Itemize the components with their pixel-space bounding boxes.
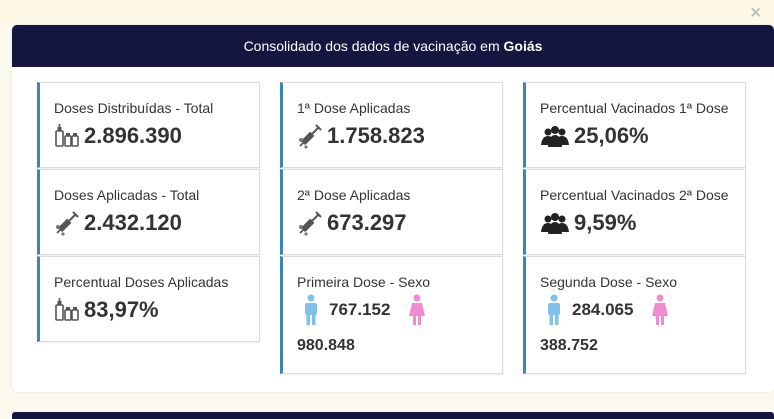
card-percentual-vacinados-2: Percentual Vacinados 2ª Dose 9,59% xyxy=(523,169,746,255)
panel-header-title: Consolidado dos dados de vacinação em xyxy=(243,38,500,54)
syringe-icon xyxy=(299,211,322,236)
card-value: 2.432.120 xyxy=(84,210,182,235)
close-icon[interactable]: × xyxy=(749,3,762,21)
card-title: Primeira Dose - Sexo xyxy=(297,274,431,290)
card-value: 25,06% xyxy=(574,123,649,148)
panel-header: Consolidado dos dados de vacinação em Go… xyxy=(12,25,774,67)
card-value: 1.758.823 xyxy=(327,123,425,148)
vaccination-summary-panel: Consolidado dos dados de vacinação em Go… xyxy=(12,25,774,392)
card-doses-distribuidas: Doses Distribuídas - Total 2.896.390 xyxy=(37,82,260,168)
card-percentual-doses-aplicadas: Percentual Doses Aplicadas 83,97% xyxy=(37,256,260,342)
female-icon xyxy=(409,294,426,325)
card-title: Doses Distribuídas - Total xyxy=(54,100,214,116)
people-group-icon xyxy=(541,213,569,234)
card-title: 2ª Dose Aplicadas xyxy=(297,187,411,203)
card-segunda-dose-aplicadas: 2ª Dose Aplicadas 673.297 xyxy=(280,169,503,255)
male-icon xyxy=(548,294,560,325)
card-doses-aplicadas: Doses Aplicadas - Total 2.432.120 xyxy=(37,169,260,255)
card-percentual-vacinados-1: Percentual Vacinados 1ª Dose 25,06% xyxy=(523,82,746,168)
card-title: Doses Aplicadas - Total xyxy=(54,187,200,203)
card-title: Percentual Vacinados 1ª Dose xyxy=(540,100,729,116)
syringe-icon xyxy=(56,211,79,236)
next-panel-header xyxy=(12,412,774,419)
card-title: 1ª Dose Aplicadas xyxy=(297,100,411,116)
card-title: Segunda Dose - Sexo xyxy=(540,274,677,290)
top-notice-strip xyxy=(0,0,774,22)
male-icon xyxy=(305,294,317,325)
female-count: 980.848 xyxy=(297,337,355,354)
card-title: Percentual Vacinados 2ª Dose xyxy=(540,187,729,203)
vaccine-vials-icon xyxy=(55,124,79,147)
card-primeira-dose-sexo: Primeira Dose - Sexo 767.152 980.848 xyxy=(280,256,503,374)
panel-header-state: Goiás xyxy=(503,38,543,54)
people-group-icon xyxy=(541,126,569,147)
card-primeira-dose-aplicadas: 1ª Dose Aplicadas 1.758.823 xyxy=(280,82,503,168)
syringe-icon xyxy=(299,124,322,149)
vaccine-vials-icon xyxy=(55,298,79,321)
male-count: 284.065 xyxy=(572,300,634,319)
card-value: 673.297 xyxy=(327,210,407,235)
female-count: 388.752 xyxy=(540,337,598,354)
card-value: 83,97% xyxy=(84,297,159,322)
male-count: 767.152 xyxy=(329,300,391,319)
card-value: 2.896.390 xyxy=(84,123,182,148)
female-icon xyxy=(652,294,669,325)
card-segunda-dose-sexo: Segunda Dose - Sexo 284.065 388.752 xyxy=(523,256,746,374)
card-value: 9,59% xyxy=(574,210,637,235)
card-title: Percentual Doses Aplicadas xyxy=(54,274,229,290)
